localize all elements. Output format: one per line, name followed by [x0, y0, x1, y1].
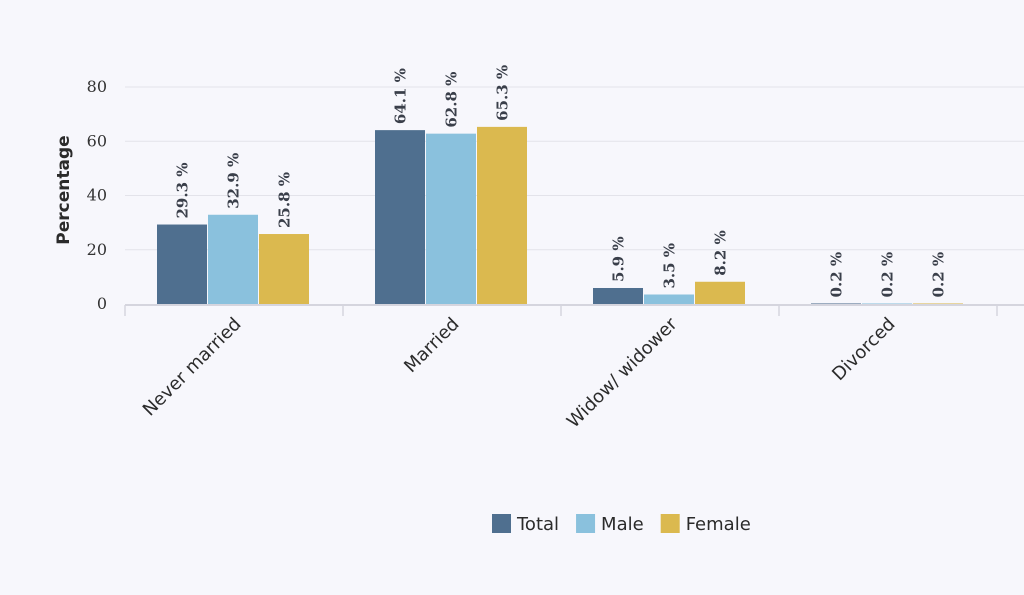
legend-swatch	[660, 514, 680, 533]
gridlines	[125, 86, 1024, 251]
y-tick-label: 20	[87, 240, 107, 259]
data-label: 0.2 %	[828, 252, 846, 298]
legend-label: Total	[516, 514, 559, 535]
y-axis-ticks: 0 20 40 60 80	[87, 77, 107, 313]
category-label: Never married	[139, 314, 246, 421]
legend-item-total[interactable]: Total	[492, 514, 559, 535]
data-label: 25.8 %	[276, 172, 294, 228]
data-label: 32.9 %	[225, 153, 243, 209]
data-label: 64.1 %	[392, 68, 410, 124]
legend-item-female[interactable]: Female	[660, 514, 751, 535]
legend: Total Male Female	[492, 514, 751, 535]
data-label: 65.3 %	[494, 65, 512, 121]
data-label: 29.3 %	[174, 163, 192, 219]
data-label: 62.8 %	[443, 72, 461, 128]
x-axis	[124, 304, 1024, 316]
bar-female	[259, 234, 309, 304]
bar-male	[644, 294, 694, 304]
bar-male	[208, 214, 258, 304]
bar-female	[477, 126, 527, 304]
category-label: Married	[400, 314, 463, 377]
data-label: 5.9 %	[610, 236, 628, 282]
bar-male	[862, 303, 912, 304]
data-label: 3.5 %	[661, 243, 679, 289]
legend-label: Male	[601, 514, 644, 535]
category-label: Divorced	[828, 314, 899, 385]
category-labels: Never married Married Widow/ widower Divorc…	[139, 313, 900, 432]
y-tick-label: 60	[87, 131, 107, 150]
y-axis-title: Percentage	[54, 135, 74, 244]
category-label: Widow/ widower	[563, 313, 682, 432]
legend-item-male[interactable]: Male	[576, 514, 644, 535]
bar-total	[157, 224, 207, 304]
legend-swatch	[492, 514, 511, 533]
bars	[157, 126, 963, 304]
data-label: 8.2 %	[712, 230, 730, 276]
bar-female	[913, 303, 963, 304]
bar-female	[695, 281, 745, 304]
value-labels: 29.3 % 32.9 % 25.8 % 64.1 % 62.8 % 65.3 % 5.9 …	[174, 65, 948, 298]
bar-male	[426, 133, 476, 304]
bar-total	[593, 287, 643, 304]
data-label: 0.2 %	[930, 252, 948, 298]
y-tick-label: 80	[87, 77, 107, 96]
legend-swatch	[576, 514, 596, 533]
data-label: 0.2 %	[879, 252, 897, 298]
bar-total	[375, 130, 425, 304]
legend-label: Female	[686, 514, 751, 535]
bar-total	[811, 303, 861, 304]
y-tick-label: 0	[97, 294, 107, 313]
y-tick-label: 40	[87, 186, 107, 205]
